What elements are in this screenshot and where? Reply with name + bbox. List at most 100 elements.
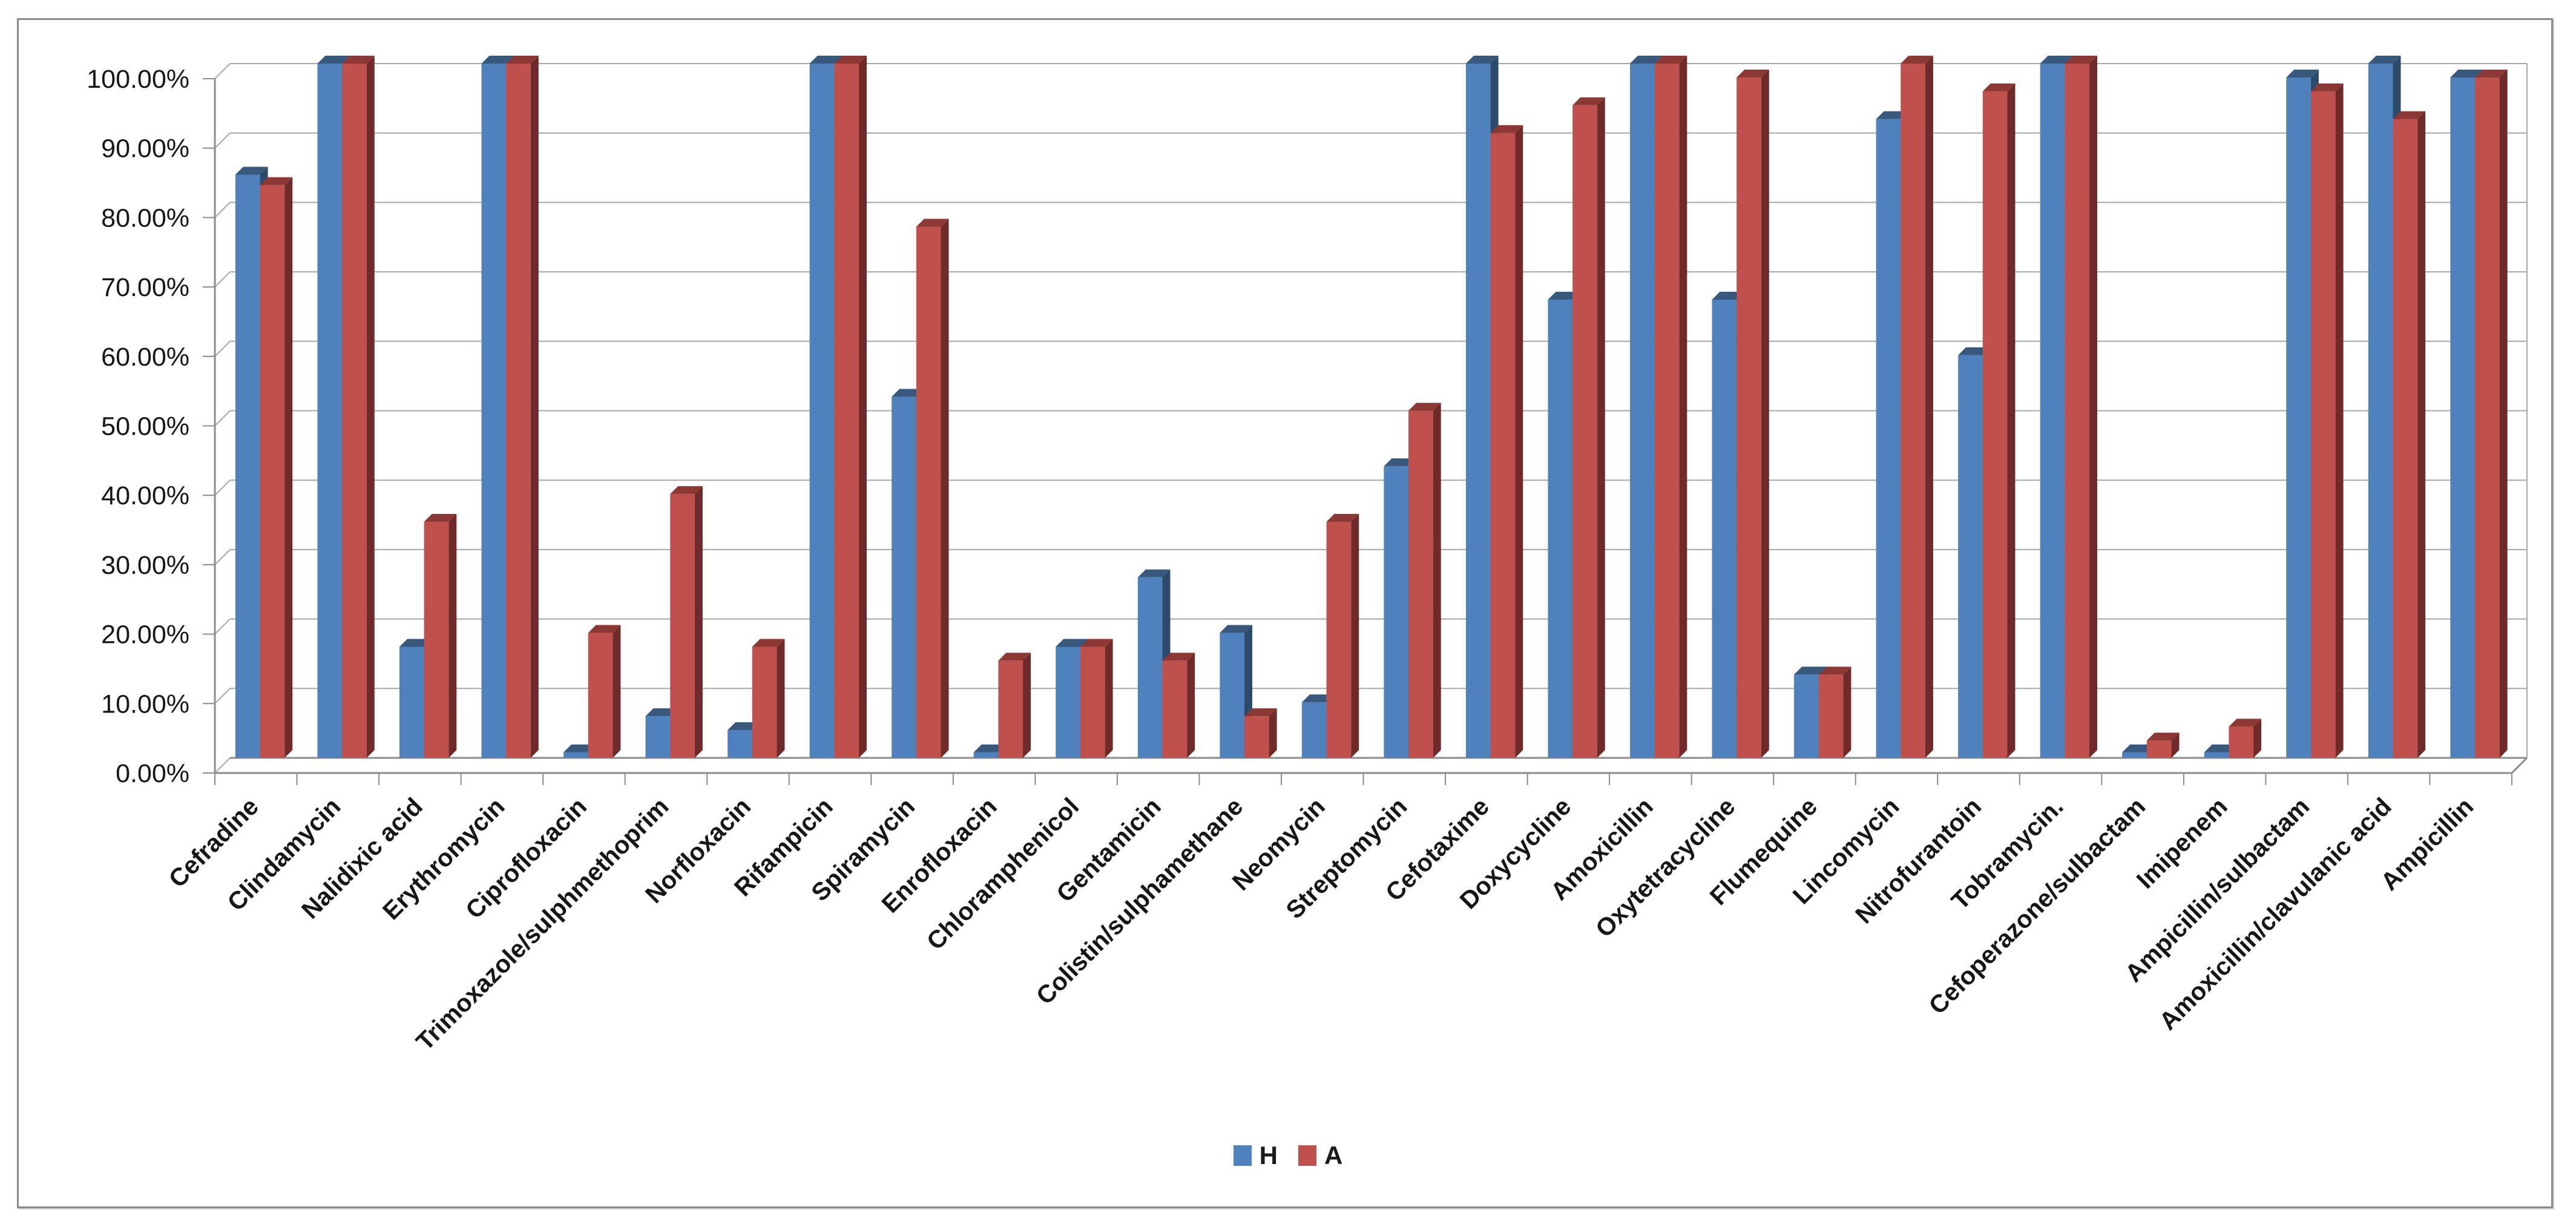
bar-side-face: [2253, 719, 2262, 758]
bar-H: [1137, 577, 1163, 758]
bar-H: [1958, 355, 1983, 758]
bar-A: [1080, 646, 1105, 758]
bar-H: [399, 646, 424, 758]
bar-top-face: [1958, 347, 1991, 355]
bar-H: [2122, 752, 2147, 758]
bar-side-face: [1761, 69, 1769, 758]
bar-A: [588, 633, 613, 758]
bar-A: [260, 185, 285, 758]
bar-H: [973, 752, 999, 758]
bar-top-face: [1408, 403, 1441, 411]
bar-top-face: [1326, 514, 1359, 522]
bar-top-face: [998, 653, 1031, 661]
bar-A: [1901, 64, 1925, 758]
bar-top-face: [809, 56, 843, 64]
bar-top-face: [2065, 56, 2097, 64]
bar-side-face: [777, 639, 785, 758]
bar-A: [998, 660, 1024, 758]
gridline-slant: [214, 271, 231, 288]
bar-H: [1629, 64, 1655, 758]
y-axis-label: 100.00%: [87, 65, 189, 94]
bar-H: [809, 64, 835, 758]
y-axis-label: 60.00%: [101, 343, 189, 372]
bar-top-face: [1220, 625, 1252, 633]
legend-item-A: A: [1298, 1143, 1342, 1168]
bar-top-face: [1162, 653, 1195, 661]
bar-H: [2204, 752, 2229, 758]
gridline-slant: [214, 549, 231, 565]
bar-top-face: [235, 166, 268, 175]
bar-side-face: [1105, 639, 1113, 758]
bar-side-face: [530, 56, 539, 758]
bar-top-face: [342, 56, 375, 64]
bar-top-face: [916, 219, 949, 227]
bar-top-face: [399, 639, 432, 647]
bar-H: [1712, 299, 1737, 758]
bar-H: [564, 752, 588, 758]
bar-A: [2229, 726, 2254, 758]
legend-label-A: A: [1324, 1141, 1343, 1169]
bar-H: [481, 64, 507, 758]
bar-top-face: [1654, 56, 1687, 64]
bar-A: [2146, 740, 2172, 758]
bar-top-face: [1137, 569, 1171, 577]
gridline-slant: [214, 132, 231, 149]
bar-top-face: [1876, 111, 1909, 119]
bar-top-face: [1384, 458, 1417, 467]
bar-side-face: [2417, 111, 2426, 758]
bar-H: [892, 396, 916, 758]
bar-A: [1326, 522, 1352, 758]
bar-top-face: [1982, 83, 2016, 91]
legend-label-H: H: [1259, 1141, 1278, 1169]
y-axis-label: 10.00%: [101, 689, 189, 719]
y-axis-label: 40.00%: [101, 481, 189, 510]
bar-top-face: [506, 56, 539, 64]
bar-top-face: [424, 514, 457, 522]
legend-item-H: H: [1233, 1141, 1278, 1169]
bar-H: [1384, 466, 1409, 758]
bar-side-face: [448, 514, 457, 758]
y-axis-label: 90.00%: [101, 134, 189, 163]
bar-top-face: [1301, 694, 1335, 703]
bar-top-face: [1572, 97, 1605, 105]
bar-A: [1490, 133, 1516, 758]
bar-side-face: [1351, 514, 1359, 758]
bar-H: [1220, 633, 1244, 758]
bar-A: [2475, 77, 2500, 758]
bar-A: [670, 494, 695, 758]
bar-H: [728, 730, 752, 758]
bar-top-face: [2475, 69, 2508, 77]
y-axis-label: 0.00%: [116, 759, 189, 788]
bar-side-face: [1433, 403, 1441, 758]
bar-side-face: [366, 56, 375, 758]
bar-A: [1654, 64, 1680, 758]
x-category-label: Oxytetracycline: [1590, 792, 1740, 942]
bar-A: [342, 64, 367, 758]
bar-A: [2065, 64, 2089, 758]
bar-side-face: [613, 625, 621, 758]
bar-top-face: [1736, 69, 1769, 77]
bar-A: [1982, 91, 2008, 758]
bar-top-face: [1629, 56, 1663, 64]
bar-side-face: [1843, 666, 1852, 758]
bar-side-face: [2171, 732, 2180, 758]
bar-top-face: [1548, 291, 1581, 300]
bar-H: [2450, 77, 2476, 758]
y-axis-label: 80.00%: [101, 203, 189, 232]
bar-top-face: [2286, 69, 2319, 77]
bar-A: [1818, 674, 1844, 758]
bar-H: [1056, 646, 1080, 758]
y-axis-label: 50.00%: [101, 412, 189, 441]
bar-top-face: [1080, 639, 1113, 647]
bar-top-face: [2450, 69, 2483, 77]
bar-top-face: [1901, 56, 1933, 64]
bar-top-face: [2368, 56, 2401, 64]
bar-top-face: [2310, 83, 2344, 91]
bar-H: [1876, 119, 1901, 758]
gridline-slant: [214, 341, 231, 357]
bar-top-face: [1818, 666, 1852, 675]
bar-top-face: [1794, 666, 1827, 675]
bar-top-face: [1712, 291, 1745, 300]
